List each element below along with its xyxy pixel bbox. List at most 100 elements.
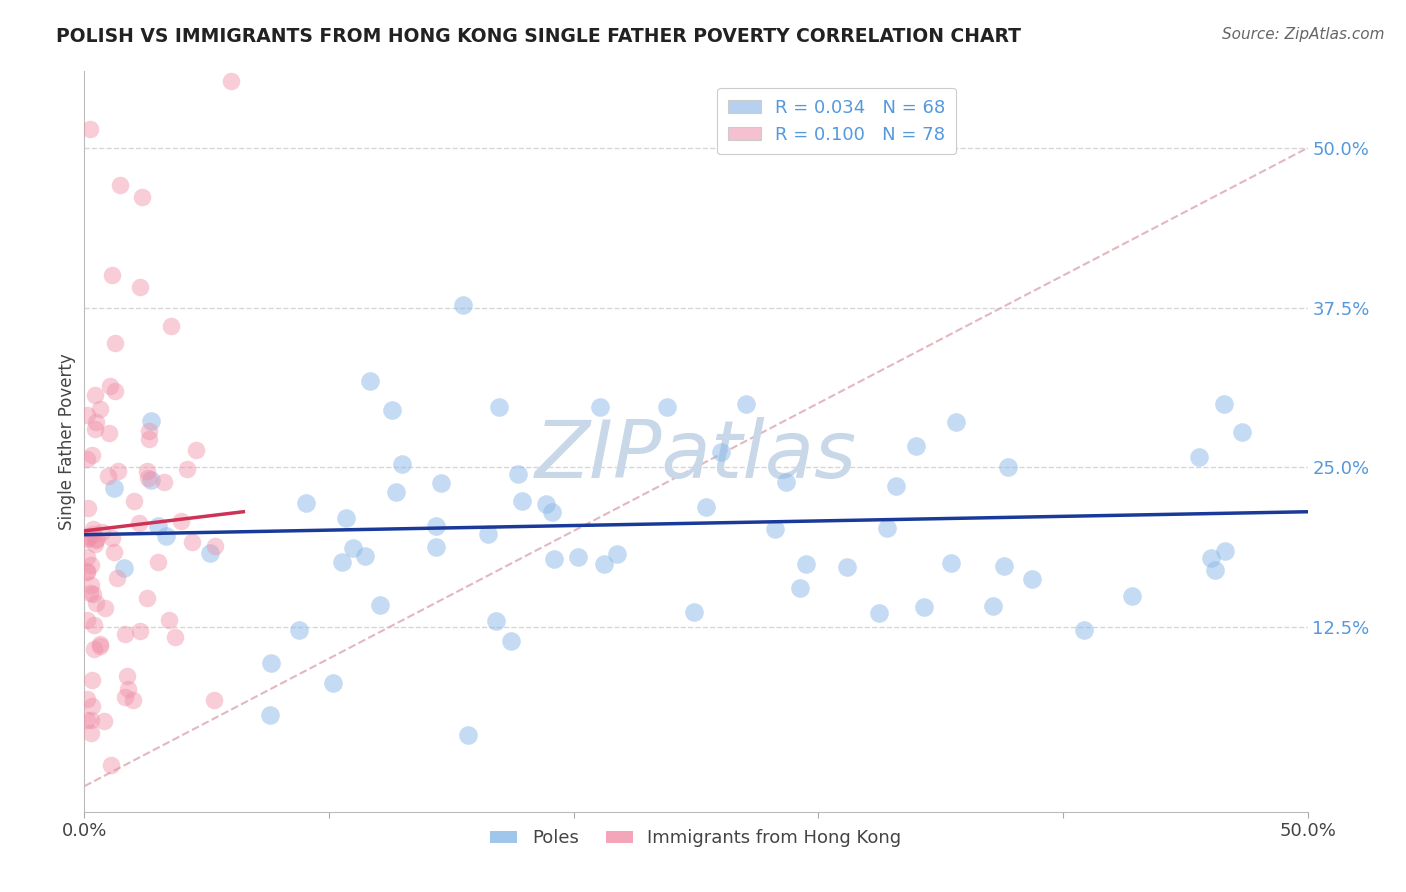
Point	[477, 526, 499, 541]
Point	[83, 617, 105, 632]
Point	[330, 556, 353, 570]
Point	[997, 460, 1019, 475]
Point	[592, 557, 614, 571]
Point	[83, 642, 105, 657]
Point	[884, 479, 907, 493]
Point	[77, 529, 100, 543]
Point	[114, 627, 136, 641]
Point	[510, 494, 533, 508]
Point	[129, 280, 152, 294]
Point	[359, 374, 381, 388]
Point	[1230, 425, 1253, 440]
Point	[945, 415, 967, 429]
Text: POLISH VS IMMIGRANTS FROM HONG KONG SINGLE FATHER POVERTY CORRELATION CHART: POLISH VS IMMIGRANTS FROM HONG KONG SING…	[56, 27, 1021, 45]
Point	[76, 564, 98, 578]
Point	[1188, 450, 1211, 465]
Point	[108, 178, 131, 193]
Point	[89, 401, 111, 416]
Point	[79, 713, 101, 727]
Point	[904, 439, 927, 453]
Point	[90, 525, 112, 540]
Point	[103, 482, 125, 496]
Point	[219, 74, 242, 88]
Point	[165, 630, 187, 644]
Point	[385, 485, 408, 500]
Point	[135, 591, 157, 605]
Point	[912, 600, 935, 615]
Point	[82, 587, 104, 601]
Point	[457, 728, 479, 742]
Point	[84, 536, 107, 550]
Point	[695, 500, 717, 515]
Point	[198, 546, 221, 560]
Point	[114, 690, 136, 705]
Point	[543, 552, 565, 566]
Point	[259, 707, 281, 722]
Point	[136, 471, 159, 485]
Point	[485, 614, 508, 628]
Point	[97, 426, 120, 441]
Point	[181, 535, 204, 549]
Point	[122, 493, 145, 508]
Point	[103, 544, 125, 558]
Point	[1199, 550, 1222, 565]
Point	[1212, 397, 1234, 411]
Point	[101, 531, 124, 545]
Point	[202, 693, 225, 707]
Point	[1204, 563, 1226, 577]
Point	[80, 448, 103, 462]
Point	[425, 518, 447, 533]
Point	[114, 561, 136, 575]
Point	[93, 714, 115, 728]
Point	[76, 565, 98, 579]
Point	[139, 414, 162, 428]
Point	[259, 656, 281, 670]
Point	[176, 462, 198, 476]
Point	[76, 408, 98, 422]
Point	[76, 531, 98, 545]
Point	[84, 422, 107, 436]
Point	[734, 397, 756, 411]
Point	[76, 550, 98, 565]
Point	[76, 614, 98, 628]
Point	[136, 464, 159, 478]
Point	[105, 571, 128, 585]
Point	[98, 379, 121, 393]
Point	[80, 726, 103, 740]
Point	[153, 475, 176, 489]
Point	[89, 637, 111, 651]
Point	[682, 605, 704, 619]
Point	[139, 473, 162, 487]
Point	[84, 388, 107, 402]
Text: Source: ZipAtlas.com: Source: ZipAtlas.com	[1222, 27, 1385, 42]
Point	[100, 268, 122, 283]
Point	[77, 501, 100, 516]
Point	[981, 599, 1004, 614]
Point	[322, 676, 344, 690]
Point	[835, 559, 858, 574]
Point	[775, 475, 797, 489]
Point	[131, 189, 153, 203]
Point	[391, 457, 413, 471]
Point	[453, 298, 475, 312]
Point	[1213, 544, 1236, 558]
Point	[794, 557, 817, 571]
Point	[1021, 572, 1043, 586]
Point	[155, 529, 177, 543]
Point	[80, 558, 103, 573]
Point	[80, 578, 103, 592]
Point	[107, 464, 129, 478]
Point	[80, 673, 103, 688]
Point	[536, 496, 558, 510]
Point	[710, 445, 733, 459]
Point	[1073, 623, 1095, 637]
Point	[939, 557, 962, 571]
Point	[82, 522, 104, 536]
Point	[606, 547, 628, 561]
Point	[184, 443, 207, 458]
Point	[89, 639, 111, 653]
Point	[204, 540, 226, 554]
Point	[499, 634, 522, 648]
Point	[541, 505, 564, 519]
Point	[1121, 589, 1143, 603]
